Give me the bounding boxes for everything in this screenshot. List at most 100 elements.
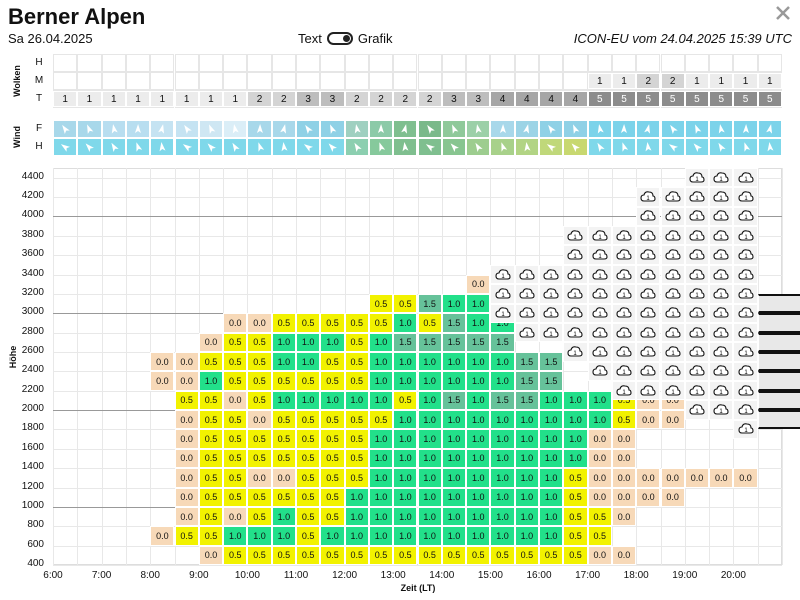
thermal-cell: 1.0 [466,487,491,507]
thermal-cell: 1.0 [563,448,588,469]
cloud-cell [198,72,224,90]
cloud-cover-cell: 1 [611,73,637,89]
thermal-cell: 0.0 [684,468,710,488]
thermal-cell: 1.0 [368,487,394,507]
thermal-cell: 0.5 [296,506,321,527]
cloud-base-icon: 1 [660,361,685,382]
cloud-base-icon: 1 [514,303,539,323]
y-tick-label: 3600 [21,248,44,260]
thermal-cell: 1.0 [320,332,345,352]
thermal-cell: 0.0 [223,506,248,527]
wind-cell [247,120,272,138]
thermal-cell: 0.0 [174,371,199,391]
y-axis-label: Höhe [8,345,18,369]
y-tick-label: 2200 [21,383,44,395]
thermal-cell: 0.5 [247,429,272,449]
cloud-cover-cell: 4 [490,91,515,107]
thermal-cell: 1.0 [466,351,491,372]
thermal-cell: 0.0 [587,487,612,507]
svg-text:1: 1 [647,215,651,221]
thermal-cell: 1.0 [514,506,539,527]
svg-text:1: 1 [671,215,675,221]
cloud-cell [733,54,758,72]
stratus-cell [757,410,800,430]
svg-text:1: 1 [574,254,578,260]
wind-arrow-icon [620,124,627,134]
wind-cell [611,138,637,156]
cloud-cell [368,72,394,90]
y-tick-label: 4400 [21,170,44,182]
wind-cell [296,138,321,156]
thermal-cell: 0.0 [636,487,661,507]
svg-text:1: 1 [695,370,699,376]
thermal-cell: 1.5 [490,332,515,352]
wind-arrow-icon [743,142,750,152]
toggle-knob [342,35,350,42]
cloud-cell [344,54,369,72]
thermal-cell: 0.5 [271,487,296,507]
svg-text:1: 1 [647,254,651,260]
thermal-cell: 0.5 [296,468,321,488]
thermal-cell: 1.0 [296,332,321,352]
wind-cell [320,138,345,156]
cloud-base-icon: 1 [611,284,637,304]
svg-text:1: 1 [574,235,578,241]
cloud-base-icon: 1 [733,284,758,304]
thermal-cell: 0.0 [611,545,637,565]
cloud-base-icon: 1 [611,264,637,285]
wind-cell [296,120,321,138]
wind-cell [125,120,151,138]
thermal-cell: 1.5 [441,313,467,333]
svg-text:1: 1 [720,351,724,357]
svg-text:1: 1 [744,312,748,318]
wind-cell [757,120,782,138]
cloud-base-icon: 1 [587,226,612,246]
view-toggle[interactable]: Text Grafik [298,31,393,46]
cloud-cell [417,54,442,72]
y-tick-label: 2000 [21,403,44,415]
cloud-cover-cell: 1 [150,91,175,107]
thermal-cell: 0.5 [247,545,272,565]
thermal-cell: 0.5 [296,371,321,391]
wind-arrow-icon [402,142,409,152]
y-tick-label: 2800 [21,325,44,337]
thermal-cell: 0.5 [223,351,248,372]
cloud-base-icon: 1 [709,206,734,227]
cloud-base-icon: 1 [490,284,515,304]
cloud-cell [296,54,321,72]
wind-cell [198,138,224,156]
svg-text:1: 1 [622,293,626,299]
thermal-cell: 1.0 [368,371,394,391]
thermal-cell: 0.5 [296,410,321,430]
wind-arrow-icon [280,124,286,134]
thermal-cell: 1.0 [563,410,588,430]
svg-text:1: 1 [647,370,651,376]
x-tick-label: 13:00 [380,570,406,581]
wind-arrow-icon [547,144,557,152]
cloud-base-icon: 1 [636,245,661,265]
cloud-base-icon: 1 [733,245,758,265]
thermal-cell: 1.5 [441,332,467,352]
svg-text:1: 1 [622,390,626,396]
wind-arrow-icon [499,124,506,134]
thermal-cell: 0.5 [247,506,272,527]
cloud-base-icon: 1 [733,400,758,420]
cloud-cover-cell: 5 [684,91,710,107]
cloud-cell [393,54,418,72]
wind-arrow-icon [645,142,652,152]
thermal-cell: 0.5 [344,410,369,430]
thermal-cell: 1.0 [539,487,564,507]
thermal-cell: 1.0 [466,526,491,546]
cloud-cell [125,72,151,90]
wind-arrow-icon [158,124,165,134]
cloud-cover-cell: 2 [393,91,418,107]
cloud-base-icon: 1 [709,284,734,304]
thermal-cell: 0.5 [441,545,467,565]
toggle-switch[interactable] [326,32,353,45]
thermal-cell: 0.0 [660,487,685,507]
close-icon[interactable] [776,6,790,20]
thermal-cell: 1.0 [393,410,418,430]
cloud-base-icon: 1 [539,322,564,343]
cloud-base-icon: 1 [563,303,588,323]
thermal-cell: 1.0 [514,448,539,469]
